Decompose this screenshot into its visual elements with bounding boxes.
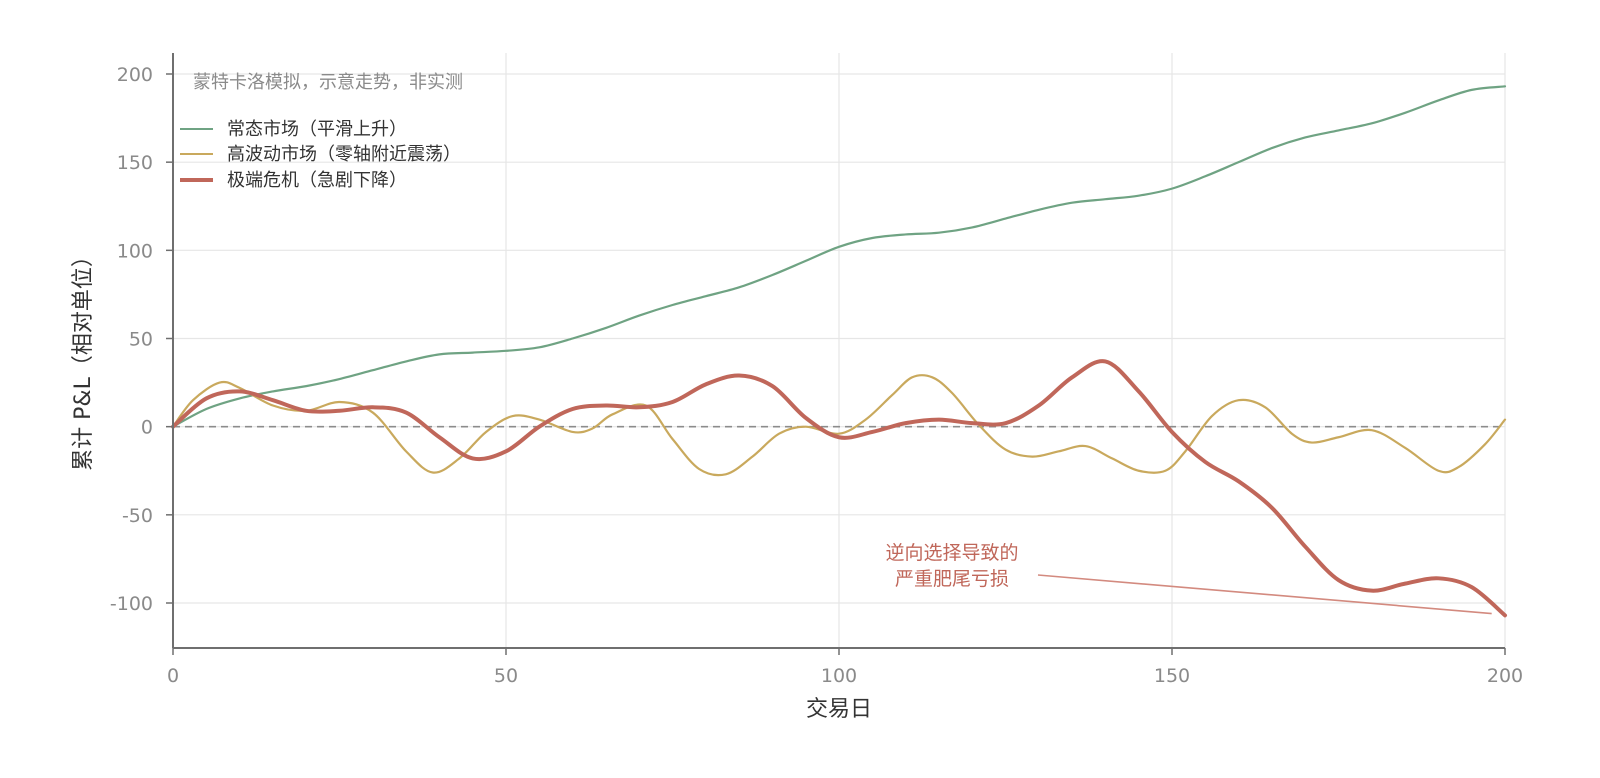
annotation-arrow (1037, 574, 1492, 615)
annotation: 逆向选择导致的 严重肥尾亏损 (885, 542, 1492, 615)
y-ticks: 200 150 100 50 0 -50 -100 (110, 64, 173, 615)
x-ticks: 0 50 100 150 200 (167, 648, 1523, 687)
x-tick-label: 100 (821, 665, 857, 687)
series-line-crisis (171, 359, 1507, 618)
legend-label-crisis: 极端危机（急剧下降） (227, 170, 407, 191)
x-tick-label: 0 (167, 665, 179, 687)
grid (172, 53, 1506, 648)
x-tick-label: 200 (1487, 665, 1523, 687)
legend-item-volatile: 高波动市场（零轴附近震荡） (180, 144, 461, 165)
y-axis-label: 累计 P&L（相对单位） (71, 245, 96, 471)
simulation-note: 蒙特卡洛模拟，示意走势，非实测 (193, 72, 463, 93)
y-tick-label: -50 (122, 505, 153, 527)
y-tick-label: 100 (117, 240, 153, 262)
y-tick-label: 200 (117, 64, 153, 86)
annotation-line-2: 严重肥尾亏损 (895, 568, 1009, 590)
series-line-volatile (171, 374, 1507, 477)
legend-item-crisis: 极端危机（急剧下降） (180, 170, 407, 191)
y-tick-label: 150 (117, 152, 153, 174)
y-tick-label: 50 (129, 329, 153, 351)
legend-item-normal: 常态市场（平滑上升） (180, 119, 407, 140)
x-tick-label: 150 (1154, 665, 1190, 687)
y-tick-label: 0 (141, 417, 153, 439)
x-axis-label: 交易日 (806, 697, 872, 722)
legend-label-normal: 常态市场（平滑上升） (227, 119, 407, 140)
annotation-line-1: 逆向选择导致的 (885, 542, 1018, 564)
y-tick-label: -100 (110, 593, 153, 615)
x-tick-label: 50 (494, 665, 518, 687)
legend-label-volatile: 高波动市场（零轴附近震荡） (227, 144, 461, 165)
legend: 常态市场（平滑上升） 高波动市场（零轴附近震荡） 极端危机（急剧下降） (180, 119, 461, 191)
series-layer (171, 85, 1507, 618)
series-line-normal (171, 85, 1507, 428)
